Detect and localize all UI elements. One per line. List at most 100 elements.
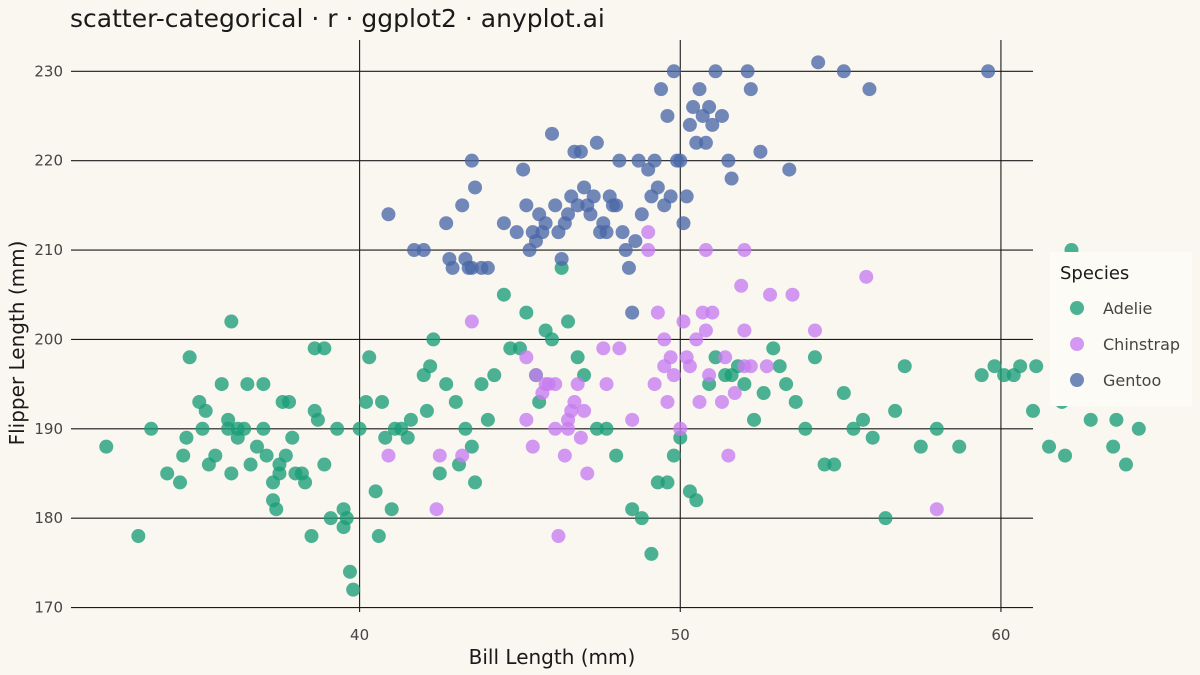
data-point-adelie xyxy=(952,439,967,454)
data-point-adelie xyxy=(766,341,781,356)
data-point-gentoo xyxy=(660,108,675,123)
data-point-gentoo xyxy=(519,198,534,213)
data-point-chinstrap xyxy=(705,305,720,320)
data-point-chinstrap xyxy=(714,394,729,409)
data-point-adelie xyxy=(237,421,252,436)
data-point-adelie xyxy=(99,439,114,454)
y-axis-title: Flipper Length (mm) xyxy=(5,241,29,446)
data-point-adelie xyxy=(865,430,880,445)
data-point-chinstrap xyxy=(702,368,717,383)
data-point-gentoo xyxy=(573,144,588,159)
data-point-adelie xyxy=(208,448,223,463)
data-point-adelie xyxy=(310,412,325,427)
y-tick-label: 210 xyxy=(34,241,63,259)
data-point-gentoo xyxy=(663,189,678,204)
data-point-chinstrap xyxy=(859,269,874,284)
data-point-gentoo xyxy=(654,82,669,97)
x-tick-label: 40 xyxy=(350,626,369,644)
data-point-gentoo xyxy=(480,260,495,275)
data-point-gentoo xyxy=(612,153,627,168)
data-point-adelie xyxy=(249,439,264,454)
data-point-chinstrap xyxy=(657,332,672,347)
data-point-chinstrap xyxy=(657,359,672,374)
data-point-gentoo xyxy=(666,64,681,79)
legend-marker xyxy=(1070,301,1084,315)
data-point-gentoo xyxy=(705,117,720,132)
data-point-gentoo xyxy=(416,243,431,258)
data-point-adelie xyxy=(323,511,338,526)
data-point-adelie xyxy=(660,475,675,490)
data-point-chinstrap xyxy=(429,502,444,517)
data-point-gentoo xyxy=(782,162,797,177)
data-point-adelie xyxy=(480,412,495,427)
data-point-adelie xyxy=(474,377,489,392)
data-point-adelie xyxy=(400,430,415,445)
data-point-chinstrap xyxy=(519,350,534,365)
data-point-gentoo xyxy=(647,153,662,168)
data-point-adelie xyxy=(272,466,287,481)
series-chinstrap xyxy=(381,225,944,544)
data-point-chinstrap xyxy=(718,350,733,365)
data-point-adelie xyxy=(929,421,944,436)
data-point-chinstrap xyxy=(528,368,543,383)
data-point-gentoo xyxy=(570,198,585,213)
data-point-adelie xyxy=(1042,439,1057,454)
data-point-chinstrap xyxy=(698,323,713,338)
data-point-adelie xyxy=(756,386,771,401)
data-point-chinstrap xyxy=(641,225,656,240)
data-point-chinstrap xyxy=(599,377,614,392)
data-point-chinstrap xyxy=(548,377,563,392)
data-point-chinstrap xyxy=(647,377,662,392)
data-point-adelie xyxy=(644,546,659,561)
data-point-gentoo xyxy=(577,180,592,195)
data-point-adelie xyxy=(259,448,274,463)
grid xyxy=(71,40,1033,612)
data-point-gentoo xyxy=(692,82,707,97)
data-point-adelie xyxy=(173,475,188,490)
data-point-chinstrap xyxy=(525,439,540,454)
data-point-adelie xyxy=(378,430,393,445)
data-point-chinstrap xyxy=(734,278,749,293)
data-point-chinstrap xyxy=(737,323,752,338)
data-point-adelie xyxy=(285,430,300,445)
data-point-adelie xyxy=(1118,457,1133,472)
data-point-adelie xyxy=(827,457,842,472)
data-point-gentoo xyxy=(583,207,598,222)
data-point-chinstrap xyxy=(548,421,563,436)
data-point-adelie xyxy=(256,377,271,392)
data-point-adelie xyxy=(1106,439,1121,454)
data-point-adelie xyxy=(182,350,197,365)
data-point-chinstrap xyxy=(666,368,681,383)
data-point-gentoo xyxy=(740,64,755,79)
data-point-gentoo xyxy=(679,189,694,204)
data-point-adelie xyxy=(570,350,585,365)
data-point-chinstrap xyxy=(577,403,592,418)
data-point-adelie xyxy=(342,564,357,579)
data-point-gentoo xyxy=(724,171,739,186)
data-points xyxy=(99,55,1146,597)
data-point-adelie xyxy=(798,421,813,436)
data-point-gentoo xyxy=(673,153,688,168)
y-tick-label: 170 xyxy=(34,599,63,617)
data-point-adelie xyxy=(589,421,604,436)
data-point-adelie xyxy=(987,359,1002,374)
data-point-gentoo xyxy=(455,198,470,213)
data-point-adelie xyxy=(913,439,928,454)
data-point-chinstrap xyxy=(641,243,656,258)
x-tick-label: 60 xyxy=(991,626,1010,644)
data-point-gentoo xyxy=(468,180,483,195)
tick-labels: 170 180 190 200 210 220 230 40 50 60 xyxy=(34,62,1010,644)
data-point-adelie xyxy=(131,529,146,544)
data-point-gentoo xyxy=(464,260,479,275)
data-point-adelie xyxy=(1026,403,1040,418)
data-point-adelie xyxy=(384,502,399,517)
data-point-adelie xyxy=(432,466,447,481)
data-point-gentoo xyxy=(464,153,479,168)
data-point-gentoo xyxy=(634,207,649,222)
data-point-gentoo xyxy=(554,251,569,266)
data-point-chinstrap xyxy=(519,412,534,427)
data-point-chinstrap xyxy=(682,359,697,374)
data-point-gentoo xyxy=(682,117,697,132)
data-point-gentoo xyxy=(650,180,665,195)
